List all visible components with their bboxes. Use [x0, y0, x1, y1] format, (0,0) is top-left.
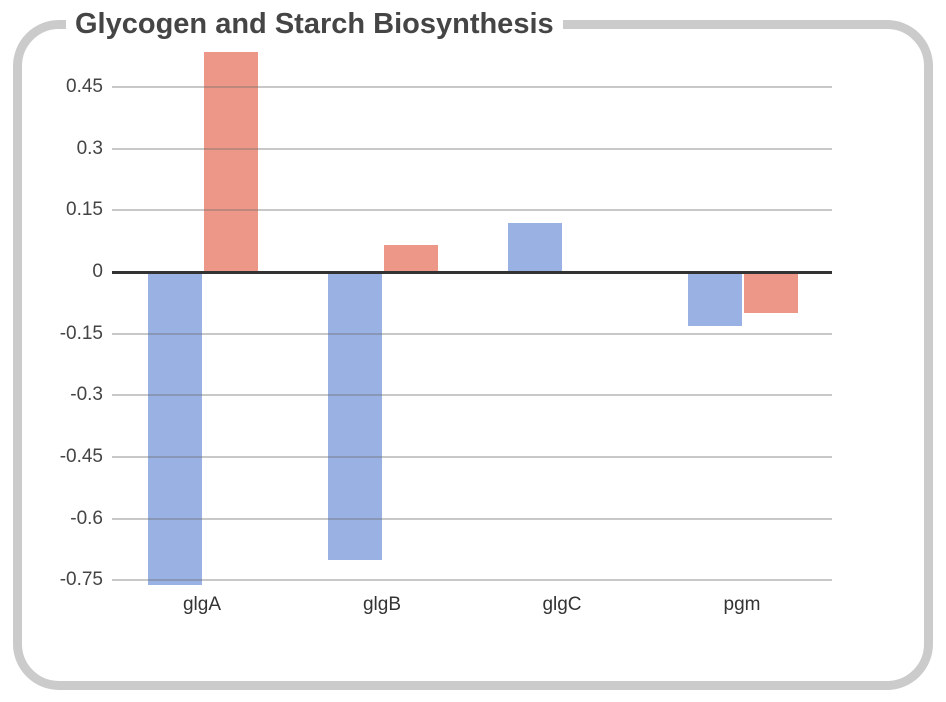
bar-pgm-blue-series: [688, 272, 742, 326]
plot-area: [112, 46, 832, 601]
bar-glgB-red-series: [383, 245, 438, 273]
y-tick-label: -0.3: [70, 384, 103, 406]
x-tick-label-pgm: pgm: [723, 594, 761, 615]
y-tick-label: -0.75: [59, 569, 103, 591]
x-tick-label-glgC: glgC: [542, 594, 582, 615]
chart-title: Glycogen and Starch Biosynthesis: [66, 6, 563, 42]
gridline: [112, 394, 832, 397]
bar-glgB-blue-series: [328, 272, 382, 560]
gridline: [112, 332, 832, 335]
zero-line: [112, 271, 832, 275]
gridline: [112, 86, 832, 89]
y-tick-label: 0.3: [76, 137, 103, 159]
y-tick-label: -0.15: [59, 322, 103, 344]
bar-glgA-red-series: [203, 52, 258, 273]
gridline: [112, 579, 832, 582]
bar-pgm-red-series: [743, 272, 798, 314]
y-tick-label: -0.45: [59, 446, 103, 468]
gridline: [112, 517, 832, 520]
y-tick-label: 0.45: [66, 76, 103, 98]
chart-frame: Glycogen and Starch Biosynthesis: [13, 6, 933, 690]
x-tick-label-glgB: glgB: [362, 594, 402, 615]
bar-group-glgA: [112, 46, 292, 601]
bar-glgA-blue-series: [148, 272, 202, 585]
y-tick-label: 0: [92, 261, 103, 283]
y-tick-label: -0.6: [70, 507, 103, 529]
x-tick-label-glgA: glgA: [182, 594, 222, 615]
bar-group-pgm: [652, 46, 832, 601]
gridline: [112, 209, 832, 212]
x-axis: glgA glgB glgC pgm: [112, 594, 832, 620]
bar-group-glgB: [292, 46, 472, 601]
y-tick-label: 0.15: [66, 199, 103, 221]
bar-group-glgC: [472, 46, 652, 601]
gridline: [112, 147, 832, 150]
bar-glgC-blue-series: [508, 222, 562, 273]
y-axis: 0.45 0.3 0.15 0 -0.15 -0.3 -0.45 -0.6 -0.75: [0, 46, 103, 601]
gridline: [112, 456, 832, 459]
